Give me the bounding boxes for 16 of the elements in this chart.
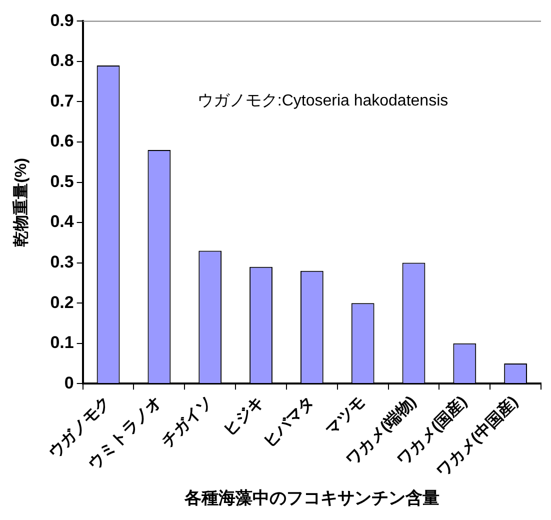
x-tick-label: ヒバマタ — [260, 393, 318, 451]
annotation: ウガノモク:Cytoseria hakodatensis — [197, 92, 448, 110]
y-tick-label: 0.1 — [50, 333, 74, 352]
y-tick-label: 0.5 — [50, 172, 74, 191]
y-tick-label: 0.4 — [50, 212, 74, 232]
y-tick-label: 0.3 — [50, 252, 74, 272]
x-tick-label: チガイソ — [158, 393, 216, 451]
y-tick-label: 0 — [64, 373, 74, 392]
y-tick-label: 0.8 — [50, 51, 74, 70]
y-tick-label: 0.9 — [50, 10, 74, 30]
y-tick-label: 0.7 — [50, 91, 74, 110]
y-axis-title: 乾物重量(%) — [12, 158, 30, 247]
x-tick-label: マツモ — [322, 393, 369, 440]
x-axis-title: 各種海藻中のフコキサンチン含量 — [183, 488, 440, 508]
y-tick-label: 0.6 — [50, 132, 74, 151]
y-tick-label: 0.2 — [50, 292, 74, 312]
